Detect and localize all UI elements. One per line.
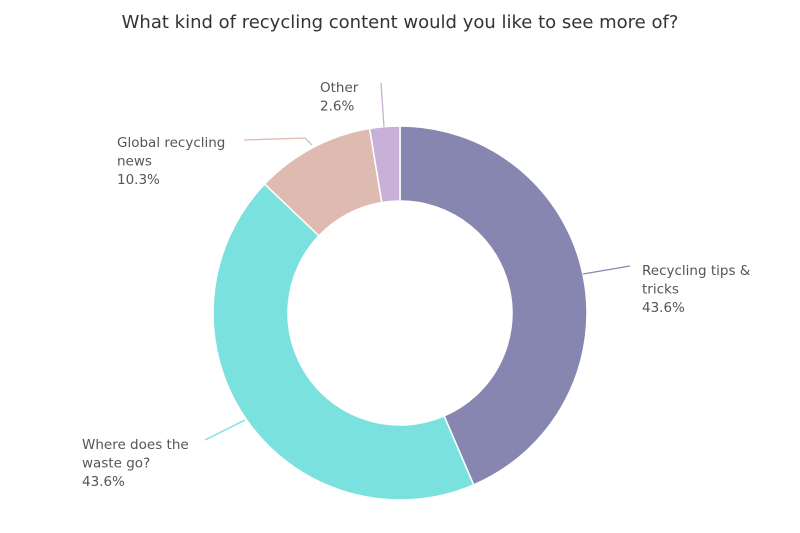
slice-label: Other 2.6% bbox=[320, 80, 359, 115]
slice-percent-label: 2.6% bbox=[320, 99, 354, 115]
slice-name-label: Other bbox=[320, 80, 359, 96]
label-connector bbox=[582, 265, 631, 275]
slice-name-label: Recycling tips & bbox=[642, 263, 751, 279]
chart-title: What kind of recycling content would you… bbox=[122, 12, 679, 33]
slices-layer bbox=[212, 125, 588, 501]
slice-name-label: tricks bbox=[642, 282, 679, 298]
slice-percent-label: 43.6% bbox=[82, 474, 125, 490]
slice-label: Where does the waste go? 43.6% bbox=[82, 437, 189, 490]
label-connector bbox=[243, 137, 313, 146]
slice-name-label: waste go? bbox=[82, 456, 150, 472]
donut-slice[interactable] bbox=[368, 125, 401, 204]
slice-name-label: Where does the bbox=[82, 437, 189, 453]
slice-name-label: Global recycling bbox=[117, 135, 225, 151]
slice-percent-label: 43.6% bbox=[642, 300, 685, 316]
label-connector bbox=[204, 419, 246, 441]
slice-label: Recycling tips & tricks 43.6% bbox=[642, 263, 751, 316]
slice-name-label: news bbox=[117, 154, 152, 170]
donut-slice[interactable] bbox=[399, 125, 588, 486]
connectors-layer bbox=[204, 82, 631, 441]
labels-layer: Recycling tips & tricks 43.6%Where does th… bbox=[82, 80, 751, 490]
donut-slice[interactable] bbox=[212, 182, 475, 501]
slice-percent-label: 10.3% bbox=[117, 172, 160, 188]
slice-label: Global recycling news 10.3% bbox=[117, 135, 225, 188]
label-connector bbox=[380, 82, 385, 128]
